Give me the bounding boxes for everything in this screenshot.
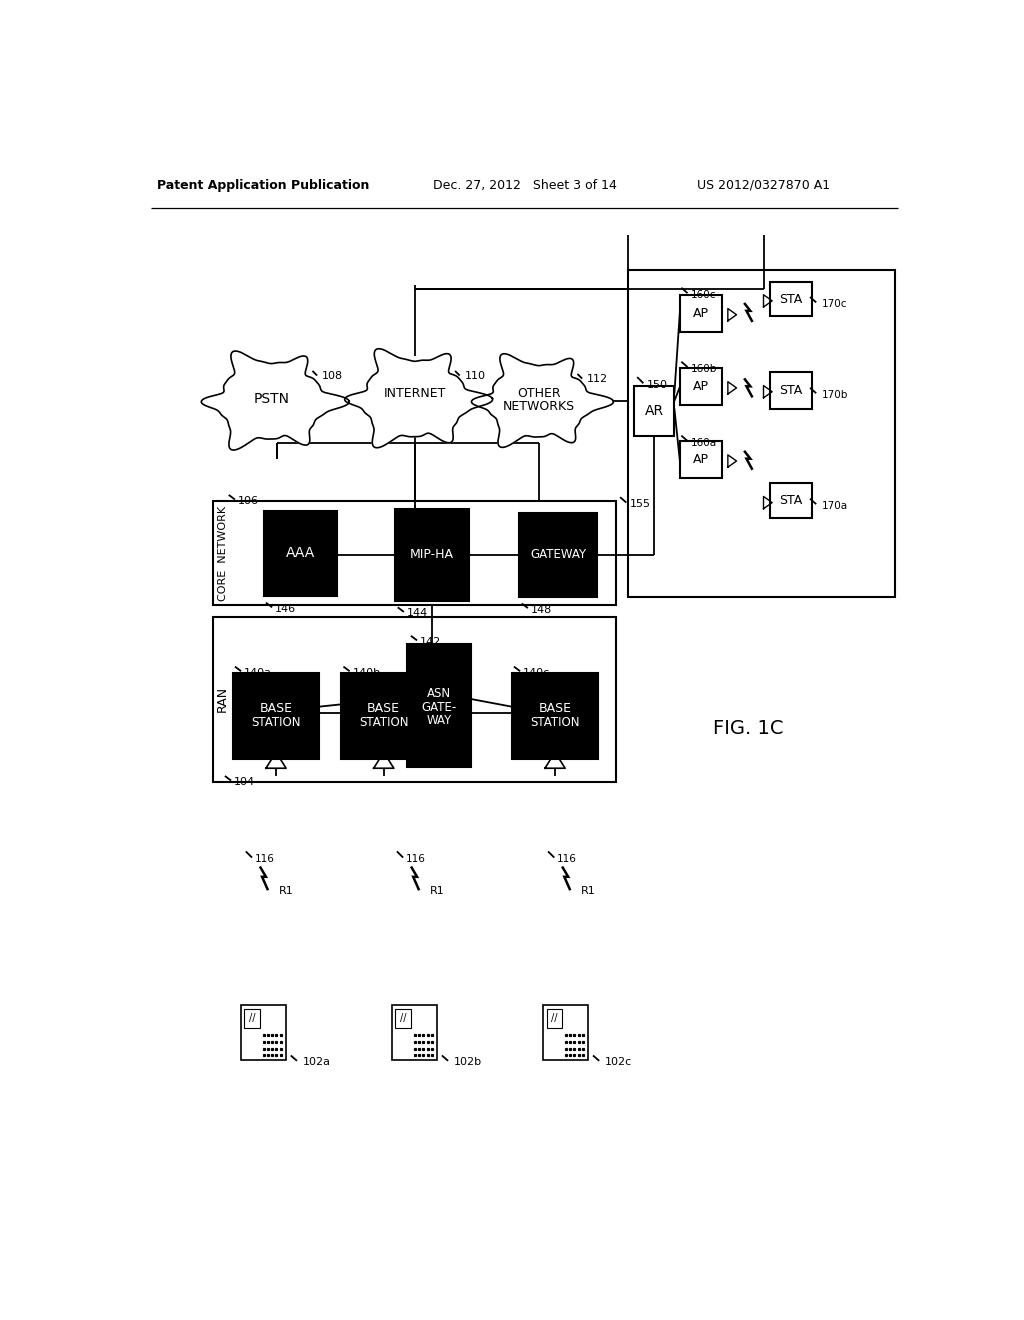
Text: BASE: BASE — [259, 702, 293, 715]
Text: CORE  NETWORK: CORE NETWORK — [217, 506, 227, 601]
Text: 160c: 160c — [690, 289, 716, 300]
Text: 170a: 170a — [821, 500, 848, 511]
Text: 108: 108 — [322, 371, 343, 381]
Text: 170c: 170c — [821, 298, 847, 309]
Text: GATE-: GATE- — [421, 701, 457, 714]
Bar — [263, 511, 337, 595]
Bar — [341, 673, 426, 759]
Text: MIP-HA: MIP-HA — [410, 548, 454, 561]
Text: R1: R1 — [430, 887, 445, 896]
Text: 148: 148 — [531, 605, 552, 615]
Text: //: // — [551, 1014, 557, 1023]
Text: AP: AP — [692, 306, 709, 319]
Text: INTERNET: INTERNET — [384, 387, 445, 400]
Text: AR: AR — [645, 404, 664, 418]
Text: GATEWAY: GATEWAY — [530, 548, 586, 561]
Bar — [241, 1005, 286, 1060]
Text: Patent Application Publication: Patent Application Publication — [158, 178, 370, 191]
Text: STA: STA — [779, 293, 802, 306]
Text: BASE: BASE — [368, 702, 400, 715]
Bar — [770, 281, 812, 317]
Text: 150: 150 — [646, 380, 668, 389]
Bar — [628, 271, 895, 598]
Bar — [395, 508, 469, 601]
Text: 106: 106 — [238, 496, 259, 506]
Bar — [407, 644, 471, 767]
Polygon shape — [202, 351, 349, 450]
Text: 140c: 140c — [523, 668, 551, 677]
Text: 102b: 102b — [454, 1057, 481, 1068]
Text: STA: STA — [779, 494, 802, 507]
Text: STATION: STATION — [530, 717, 580, 730]
Text: 116: 116 — [254, 854, 274, 865]
Text: OTHER: OTHER — [517, 387, 560, 400]
Bar — [519, 512, 597, 598]
Bar — [245, 1010, 260, 1028]
Text: 160b: 160b — [690, 363, 717, 374]
Text: 160a: 160a — [690, 437, 717, 447]
Text: 146: 146 — [275, 603, 296, 614]
Text: 104: 104 — [234, 777, 255, 787]
Text: 116: 116 — [406, 854, 425, 865]
Text: 102c: 102c — [604, 1057, 632, 1068]
Text: 170b: 170b — [821, 389, 848, 400]
Bar — [547, 1010, 562, 1028]
Text: //: // — [249, 1014, 255, 1023]
Text: ASN: ASN — [427, 686, 451, 700]
Text: STATION: STATION — [251, 717, 301, 730]
Text: 140b: 140b — [352, 668, 381, 677]
Text: 144: 144 — [407, 609, 428, 619]
Bar — [770, 372, 812, 409]
Bar — [680, 294, 722, 331]
Text: WAY: WAY — [426, 714, 452, 727]
Bar — [512, 673, 598, 759]
Text: FIG. 1C: FIG. 1C — [713, 718, 783, 738]
Text: 142: 142 — [420, 638, 441, 647]
Text: RAN: RAN — [216, 686, 229, 713]
Bar — [213, 616, 616, 781]
Text: US 2012/0327870 A1: US 2012/0327870 A1 — [697, 178, 830, 191]
Bar — [232, 673, 319, 759]
Bar — [680, 368, 722, 405]
Text: AAA: AAA — [286, 546, 314, 561]
Bar — [395, 1010, 411, 1028]
Text: 140a: 140a — [245, 668, 272, 677]
Text: R1: R1 — [582, 887, 596, 896]
Text: R1: R1 — [280, 887, 294, 896]
Text: 112: 112 — [587, 375, 608, 384]
Bar — [634, 385, 675, 436]
Polygon shape — [345, 348, 493, 447]
Text: //: // — [400, 1014, 407, 1023]
Text: NETWORKS: NETWORKS — [503, 400, 574, 413]
Text: STA: STA — [779, 384, 802, 397]
Text: 116: 116 — [557, 854, 577, 865]
Text: AP: AP — [692, 453, 709, 466]
Text: Dec. 27, 2012   Sheet 3 of 14: Dec. 27, 2012 Sheet 3 of 14 — [433, 178, 616, 191]
Bar — [544, 1005, 589, 1060]
Text: PSTN: PSTN — [253, 392, 290, 405]
Bar — [392, 1005, 437, 1060]
Text: 110: 110 — [464, 371, 485, 381]
Polygon shape — [471, 354, 613, 447]
Text: AP: AP — [692, 380, 709, 393]
Bar — [680, 441, 722, 478]
Text: 155: 155 — [630, 499, 651, 510]
Text: 102a: 102a — [302, 1057, 331, 1068]
Bar — [213, 502, 616, 605]
Text: STATION: STATION — [359, 717, 409, 730]
Bar — [770, 483, 812, 517]
Text: BASE: BASE — [539, 702, 571, 715]
